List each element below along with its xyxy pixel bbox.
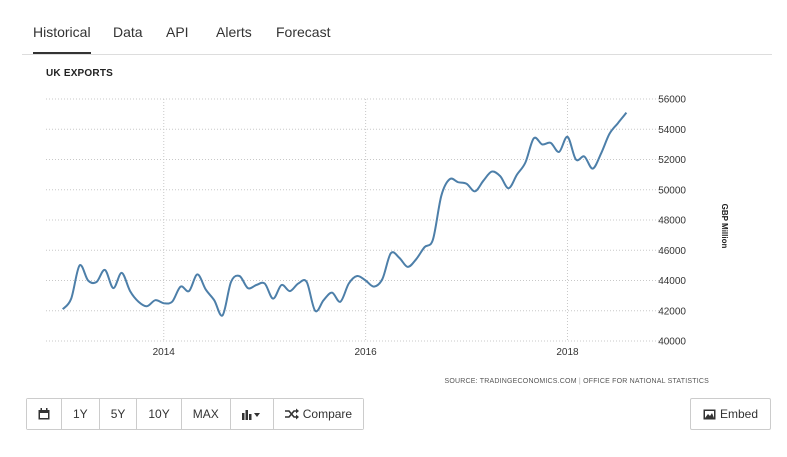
y-tick-label: 42000 (658, 306, 686, 317)
tab-api[interactable]: API (166, 24, 189, 40)
x-tick-label: 2014 (153, 347, 176, 358)
bar-chart-icon (241, 410, 260, 420)
range-max-button[interactable]: MAX (181, 399, 231, 429)
range-10y-button[interactable]: 10Y (137, 399, 182, 429)
tab-bar: Historical Data API Alerts Forecast (22, 14, 772, 55)
y-axis-label: GBP Million (720, 204, 729, 249)
chevron-down-icon (253, 413, 260, 417)
calendar-icon (38, 408, 50, 420)
chart-type-button[interactable] (230, 399, 274, 429)
range-5y-button[interactable]: 5Y (99, 399, 138, 429)
y-tick-label: 54000 (658, 125, 686, 136)
chart-panel (22, 55, 772, 435)
y-tick-label: 56000 (658, 95, 686, 106)
embed-button[interactable]: Embed (689, 398, 771, 430)
compare-label: Compare (302, 407, 353, 421)
x-tick-label: 2016 (354, 347, 377, 358)
embed-label: Embed (719, 407, 758, 421)
y-tick-label: 44000 (658, 276, 686, 287)
y-tick-label: 40000 (658, 337, 686, 348)
x-tick-label: 2018 (556, 347, 579, 358)
source-separator: | (578, 378, 581, 385)
y-tick-label: 52000 (658, 155, 686, 166)
calendar-button[interactable] (27, 399, 62, 429)
tab-historical[interactable]: Historical (33, 24, 91, 54)
tab-forecast[interactable]: Forecast (276, 24, 331, 40)
image-icon (703, 409, 716, 419)
series-line (62, 111, 628, 317)
chart-toolbar: 1Y 5Y 10Y MAX Compare (26, 398, 365, 430)
source-org: OFFICE FOR NATIONAL STATISTICS (583, 378, 709, 385)
range-1y-button[interactable]: 1Y (62, 399, 100, 429)
y-tick-label: 48000 (658, 216, 686, 227)
tab-data[interactable]: Data (113, 24, 143, 40)
y-tick-label: 46000 (658, 246, 686, 257)
source-attribution: SOURCE: TRADINGECONOMICS.COM | OFFICE FO… (444, 378, 709, 385)
compare-button[interactable]: Compare (273, 399, 364, 429)
chart-title: UK EXPORTS (46, 68, 114, 79)
tab-alerts[interactable]: Alerts (216, 24, 252, 40)
y-tick-label: 50000 (658, 185, 686, 196)
source-prefix: SOURCE: TRADINGECONOMICS.COM (444, 378, 577, 385)
shuffle-icon (284, 408, 299, 420)
